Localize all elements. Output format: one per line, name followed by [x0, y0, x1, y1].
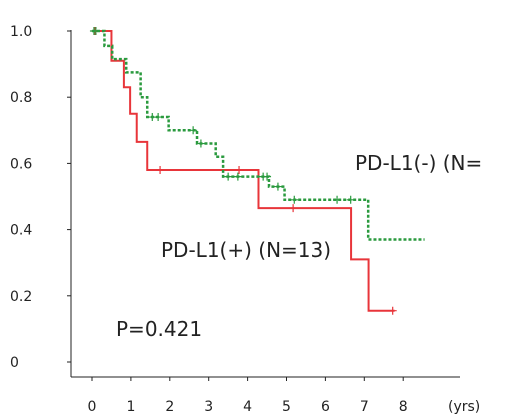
- series-layer: [89, 27, 425, 315]
- censor-mark: [273, 182, 282, 191]
- x-tick-label: 6: [321, 399, 330, 415]
- y-tick-label: 0: [10, 355, 19, 371]
- x-axis-unit: (yrs): [448, 399, 480, 415]
- series-line-pdl1-negative: [92, 29, 425, 241]
- y-tick-label: 0.4: [10, 223, 32, 239]
- censor-mark: [290, 195, 299, 204]
- censor-mark: [224, 172, 233, 181]
- censor-mark: [263, 172, 272, 181]
- series-line-pdl1-positive: [92, 30, 395, 312]
- censor-mark: [233, 172, 242, 181]
- censor-mark: [156, 166, 165, 175]
- censor-mark: [235, 166, 244, 175]
- y-tick-label: 1.0: [10, 24, 32, 40]
- series-label-pdl1-negative: PD-L1(-) (N=: [355, 151, 482, 175]
- x-tick-label: 0: [88, 399, 97, 415]
- censor-mark: [196, 139, 205, 148]
- x-tick-label: 5: [282, 399, 291, 415]
- censor-mark: [346, 195, 355, 204]
- censor-mark: [289, 204, 298, 213]
- x-tick-label: 3: [204, 399, 213, 415]
- x-ticks: 0 1 2 3 4 5 6 7 8: [88, 377, 408, 415]
- censor-mark: [333, 195, 342, 204]
- y-ticks: 0 0.2 0.4 0.6 0.8 1.0: [10, 24, 71, 371]
- axes: [70, 30, 460, 378]
- x-tick-label: 4: [243, 399, 252, 415]
- p-value-label: P=0.421: [116, 317, 202, 341]
- series-label-pdl1-positive: PD-L1(+) (N=13): [161, 238, 331, 262]
- x-tick-label: 1: [126, 399, 135, 415]
- censor-mark: [91, 27, 100, 35]
- y-tick-label: 0.2: [10, 289, 32, 305]
- x-tick-label: 8: [399, 399, 408, 415]
- x-tick-label: 2: [165, 399, 174, 415]
- censor-mark: [154, 113, 163, 122]
- y-tick-label: 0.6: [10, 156, 32, 172]
- x-tick-label: 7: [360, 399, 369, 415]
- censor-mark: [388, 306, 397, 315]
- y-tick-label: 0.8: [10, 90, 32, 106]
- censor-mark: [189, 126, 198, 135]
